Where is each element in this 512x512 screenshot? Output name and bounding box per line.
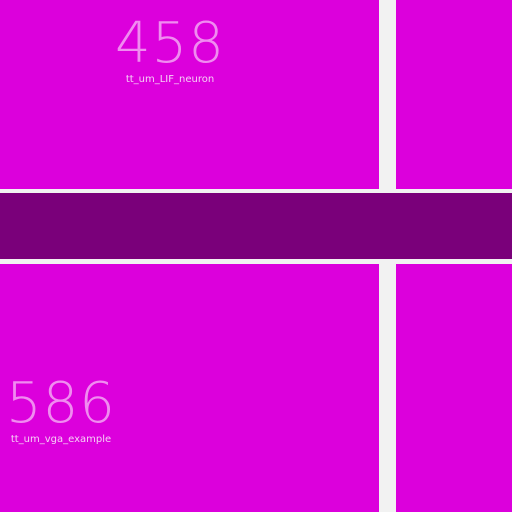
tile-label-top-left: 458 tt_um_LIF_neuron: [100, 16, 240, 86]
tile-bottom-right[interactable]: [396, 264, 512, 512]
tile-name: tt_um_LIF_neuron: [125, 74, 215, 85]
tile-number: 586: [6, 371, 116, 436]
tile-bottom-left[interactable]: 586 tt_um_vga_example: [0, 264, 379, 512]
tile-number: 458: [115, 11, 225, 76]
tile-top-right[interactable]: [396, 0, 512, 189]
tile-band[interactable]: [0, 193, 512, 259]
tile-name: tt_um_vga_example: [10, 434, 112, 445]
tile-label-bottom-left: 586 tt_um_vga_example: [0, 376, 122, 446]
tile-top-left[interactable]: 458 tt_um_LIF_neuron: [0, 0, 379, 189]
